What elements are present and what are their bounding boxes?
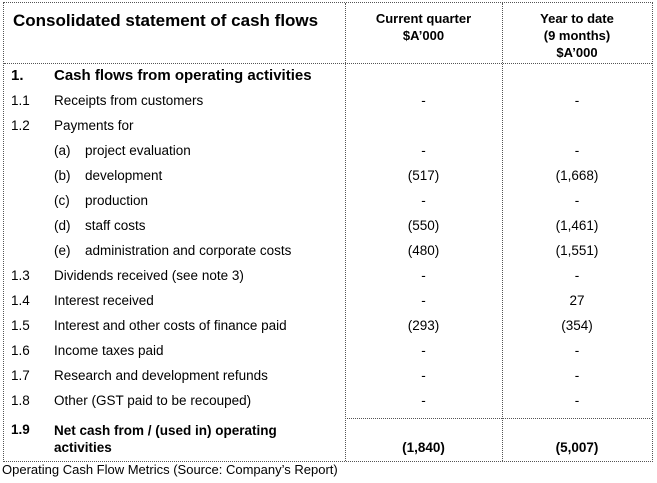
year-to-date-value: - [574, 268, 580, 283]
table-row: 1.8 Other (GST paid to be recouped) - - [4, 393, 652, 417]
table-row: 1.2 Payments for [4, 118, 652, 142]
total-number: 1.9 [11, 422, 30, 437]
row-number: 1.7 [11, 368, 30, 383]
current-quarter-header: Current quarter $A’000 [345, 10, 502, 44]
row-label: staff costs [85, 218, 146, 233]
current-quarter-label: Current quarter [375, 11, 472, 26]
row-label: Dividends received (see note 3) [54, 268, 244, 283]
row-letter: (e) [54, 243, 71, 258]
year-to-date-value: - [574, 368, 580, 383]
table-row: 1.7 Research and development refunds - - [4, 368, 652, 392]
year-to-date-value: - [574, 343, 580, 358]
current-quarter-value: - [421, 343, 426, 358]
current-quarter-value: - [421, 193, 426, 208]
table-row: (e) administration and corporate costs (… [4, 243, 652, 267]
year-to-date-label: Year to date [540, 11, 614, 26]
row-number: 1.4 [11, 293, 30, 308]
row-letter: (d) [54, 218, 71, 233]
total-current-quarter-value: (1,840) [402, 440, 445, 455]
row-label: development [85, 168, 163, 183]
table-row: (b) development (517) (1,668) [4, 168, 652, 192]
total-row: 1.9 Net cash from / (used in) operating … [4, 422, 652, 460]
year-to-date-value: - [574, 143, 580, 158]
total-label: Net cash from / (used in) operating acti… [54, 422, 277, 456]
row-label: Interest and other costs of finance paid [54, 318, 287, 333]
row-label: project evaluation [85, 143, 191, 158]
table-row: 1.4 Interest received - 27 [4, 293, 652, 317]
total-label-line: activities [54, 440, 112, 455]
figure-caption: Operating Cash Flow Metrics (Source: Com… [2, 462, 338, 477]
section-heading: 1. Cash flows from operating activities [4, 67, 652, 91]
row-label: Income taxes paid [54, 343, 164, 358]
statement-title: Consolidated statement of cash flows [13, 11, 319, 30]
row-number: 1.6 [11, 343, 30, 358]
row-number: 1.5 [11, 318, 30, 333]
year-to-date-value: (1,668) [555, 168, 599, 183]
section-number: 1. [11, 67, 24, 84]
current-quarter-value: - [421, 293, 426, 308]
row-label: administration and corporate costs [85, 243, 292, 258]
total-year-to-date-value: (5,007) [555, 440, 599, 455]
row-number: 1.2 [11, 118, 30, 133]
row-letter: (c) [54, 193, 70, 208]
year-to-date-value: (1,461) [555, 218, 599, 233]
row-number: 1.1 [11, 93, 30, 108]
table-row: (c) production - - [4, 193, 652, 217]
row-letter: (b) [54, 168, 71, 183]
current-quarter-value: - [421, 268, 426, 283]
current-quarter-value: (480) [407, 243, 440, 258]
current-quarter-value: - [421, 143, 426, 158]
row-number: 1.8 [11, 393, 30, 408]
current-quarter-value: (293) [407, 318, 440, 333]
row-letter: (a) [54, 143, 71, 158]
current-quarter-value: (550) [407, 218, 440, 233]
year-to-date-value: - [574, 93, 580, 108]
year-to-date-value: - [574, 193, 580, 208]
total-label-line: Net cash from / (used in) operating [54, 423, 277, 438]
row-label: Payments for [54, 118, 134, 133]
current-quarter-value: (517) [407, 168, 440, 183]
table-row: (d) staff costs (550) (1,461) [4, 218, 652, 242]
year-to-date-value: 27 [569, 293, 585, 308]
current-quarter-value: - [421, 368, 426, 383]
cash-flow-table: Consolidated statement of cash flows Cur… [3, 2, 653, 462]
row-label: Research and development refunds [54, 368, 268, 383]
section-label: Cash flows from operating activities [54, 67, 312, 84]
row-label: Interest received [54, 293, 154, 308]
current-quarter-value: - [421, 393, 426, 408]
table-row: 1.1 Receipts from customers - - [4, 93, 652, 117]
table-row: (a) project evaluation - - [4, 143, 652, 167]
year-to-date-header: Year to date (9 months) $A’000 [502, 10, 652, 61]
row-label: Receipts from customers [54, 93, 204, 108]
table-row: 1.3 Dividends received (see note 3) - - [4, 268, 652, 292]
year-to-date-unit: $A’000 [556, 45, 598, 60]
row-label: production [85, 193, 149, 208]
total-divider [345, 418, 652, 419]
row-number: 1.3 [11, 268, 30, 283]
table-row: 1.6 Income taxes paid - - [4, 343, 652, 367]
row-label: Other (GST paid to be recouped) [54, 393, 252, 408]
column-divider [502, 3, 503, 461]
table-row: 1.5 Interest and other costs of finance … [4, 318, 652, 342]
column-divider [345, 3, 346, 461]
current-quarter-value: - [421, 93, 426, 108]
current-quarter-unit: $A’000 [402, 28, 445, 43]
year-to-date-value: (354) [561, 318, 593, 333]
year-to-date-period: (9 months) [543, 28, 611, 43]
year-to-date-value: (1,551) [555, 243, 599, 258]
year-to-date-value: - [574, 393, 580, 408]
header-divider [4, 63, 652, 64]
